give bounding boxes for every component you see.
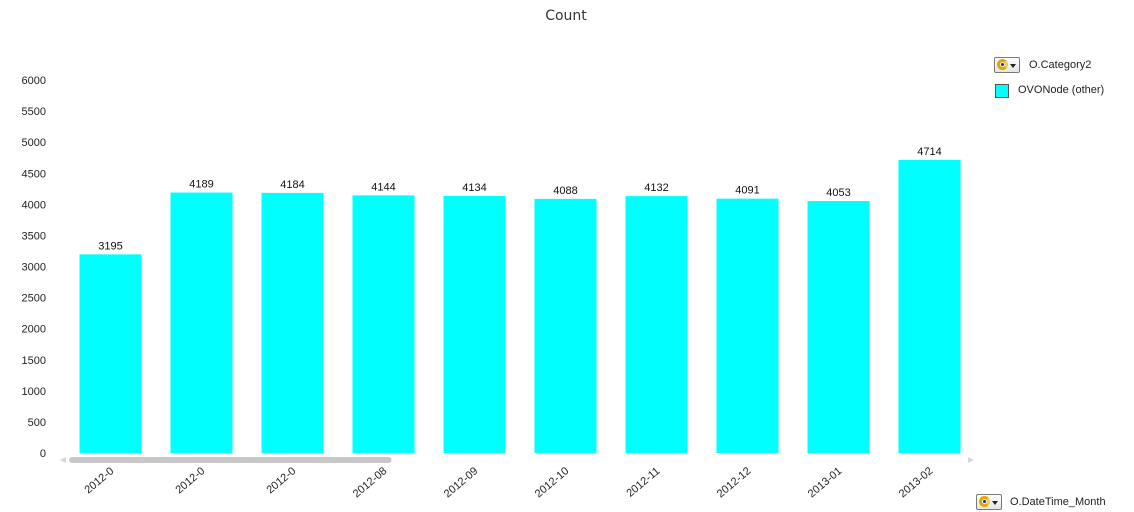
y-tick-label: 2000 xyxy=(22,324,46,336)
y-tick-label: 4000 xyxy=(22,199,46,211)
data-label: 4088 xyxy=(553,185,577,197)
data-label: 4132 xyxy=(644,182,668,194)
x-tick-label: 2012-10 xyxy=(533,465,572,500)
legend-swatch xyxy=(995,84,1009,98)
x-dimension-label: O.DateTime_Month xyxy=(1010,496,1106,508)
x-dimension-cycle-button[interactable] xyxy=(976,494,1002,510)
data-label: 3195 xyxy=(98,240,122,252)
bar[interactable] xyxy=(898,159,961,453)
x-axis: 2012-0 2012-0 2012-0 2012-08 2012-09 2012-10 2… xyxy=(82,465,935,500)
bar[interactable] xyxy=(170,192,233,453)
data-label: 4189 xyxy=(189,179,213,191)
cycle-group-icon xyxy=(997,59,1008,70)
legend-cycle-button[interactable] xyxy=(994,57,1020,73)
y-tick-label: 0 xyxy=(40,448,46,460)
data-label: 4134 xyxy=(462,182,486,194)
scroll-left-arrow[interactable] xyxy=(60,457,66,463)
y-tick-label: 4500 xyxy=(22,168,46,180)
x-tick-label: 2012-0 xyxy=(173,465,207,496)
x-tick-label: 2012-12 xyxy=(715,465,754,500)
cycle-group-icon xyxy=(979,496,990,507)
y-tick-label: 3000 xyxy=(22,262,46,274)
bar[interactable] xyxy=(261,192,324,454)
y-tick-label: 500 xyxy=(28,417,46,429)
data-label: 4053 xyxy=(826,187,850,199)
y-tick-label: 1500 xyxy=(22,355,46,367)
bar-series xyxy=(79,159,961,454)
bar[interactable] xyxy=(534,198,597,453)
chevron-down-icon xyxy=(992,501,998,505)
x-tick-label: 2012-09 xyxy=(442,465,481,500)
chart-title: Count xyxy=(545,8,587,24)
y-tick-label: 5500 xyxy=(22,106,46,118)
data-label: 4714 xyxy=(917,146,941,158)
x-tick-label: 2012-08 xyxy=(351,465,390,500)
scroll-thumb[interactable] xyxy=(69,457,392,463)
bar[interactable] xyxy=(807,201,870,453)
chevron-down-icon xyxy=(1010,64,1016,68)
data-label: 4091 xyxy=(735,185,759,197)
y-tick-label: 1000 xyxy=(22,386,46,398)
data-label: 4144 xyxy=(371,181,395,193)
bar[interactable] xyxy=(625,196,688,454)
x-tick-label: 2013-02 xyxy=(897,465,936,500)
y-tick-label: 2500 xyxy=(22,293,46,305)
bar[interactable] xyxy=(443,196,506,454)
bar[interactable] xyxy=(716,198,779,453)
legend-series-label[interactable]: OVONode (other) xyxy=(1018,84,1105,96)
x-tick-label: 2013-01 xyxy=(806,465,845,500)
y-tick-label: 3500 xyxy=(22,230,46,242)
bar[interactable] xyxy=(79,254,142,453)
x-scrollbar[interactable] xyxy=(60,457,974,463)
legend-dimension-label: O.Category2 xyxy=(1029,59,1092,71)
x-tick-label: 2012-11 xyxy=(624,465,662,500)
y-tick-label: 5000 xyxy=(22,137,46,149)
scroll-right-arrow[interactable] xyxy=(968,457,974,463)
x-tick-label: 2012-0 xyxy=(82,465,116,496)
bar[interactable] xyxy=(352,195,415,453)
data-label: 4184 xyxy=(280,179,304,191)
x-tick-label: 2012-0 xyxy=(264,465,298,496)
data-labels: 3195 4189 4184 4144 4134 4088 4132 4091 4053 4714 xyxy=(98,146,941,252)
y-tick-label: 6000 xyxy=(22,75,46,87)
y-axis: 0 500 1000 1500 2000 2500 3000 3500 4000 4500 5000… xyxy=(22,75,46,460)
